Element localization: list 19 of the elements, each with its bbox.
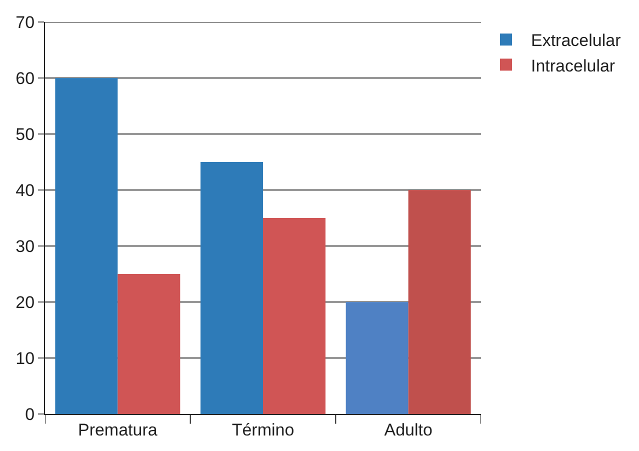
bar [200,162,263,414]
y-tick-label: 0 [25,404,35,424]
bar [55,78,118,414]
x-tick-label: Prematura [78,420,158,440]
legend-label: Extracelular [531,31,622,50]
y-tick-label: 40 [16,180,35,200]
x-tick-label: Adulto [384,420,432,440]
bar [118,274,180,414]
y-tick-label: 10 [16,348,35,368]
bar [346,302,408,414]
y-tick-label: 50 [16,124,35,144]
bar [263,218,326,414]
x-tick-label: Término [232,420,294,440]
y-tick-label: 60 [16,68,35,88]
y-tick-label: 70 [16,12,35,32]
legend-label: Intracelular [531,56,616,76]
y-tick-label: 20 [16,292,35,312]
bar [408,190,471,414]
y-tick-label: 30 [16,236,35,256]
